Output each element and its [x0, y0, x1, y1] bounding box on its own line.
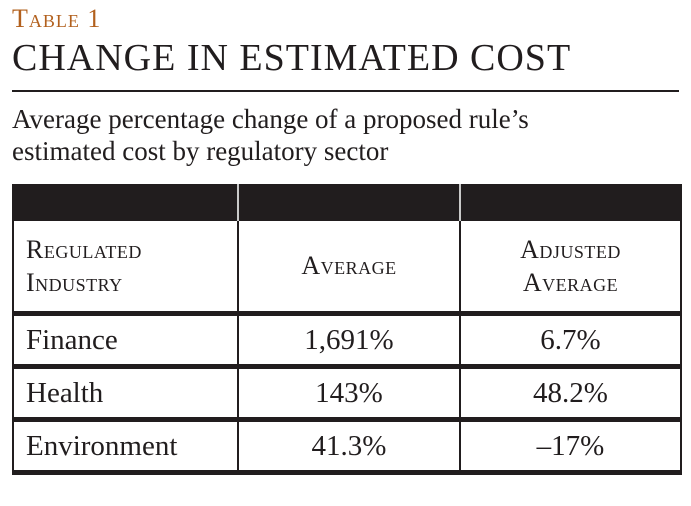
table-row-health: Health 143% 48.2%: [12, 366, 682, 423]
band-cell: [459, 184, 682, 222]
table-row-environment: Environment 41.3% –17%: [12, 419, 682, 476]
column-header-label: Regulated Industry: [26, 234, 142, 298]
column-header-regulated-industry: Regulated Industry: [12, 221, 239, 317]
industry-cell: Finance: [12, 313, 239, 370]
header-row: Regulated Industry Average Adjusted Aver…: [12, 221, 682, 317]
band-row: [12, 184, 682, 222]
page: Table 1 CHANGE IN ESTIMATED COST Average…: [12, 4, 682, 476]
industry-cell: Environment: [12, 419, 239, 476]
average-cell: 1,691%: [237, 313, 461, 370]
adjusted-average-cell: 48.2%: [459, 366, 682, 423]
table-caption: Average percentage change of a proposed …: [12, 103, 529, 166]
table-number-label: Table 1: [12, 4, 102, 33]
column-header-adjusted-average: Adjusted Average: [459, 221, 682, 317]
title-rule: [12, 89, 679, 92]
table-row-finance: Finance 1,691% 6.7%: [12, 313, 682, 370]
column-header-average: Average: [237, 221, 461, 317]
cost-table: Regulated Industry Average Adjusted Aver…: [12, 184, 682, 476]
band-cell: [237, 184, 461, 222]
industry-cell: Health: [12, 366, 239, 423]
adjusted-average-cell: –17%: [459, 419, 682, 476]
column-header-label: Average: [301, 251, 397, 281]
column-header-label: Adjusted Average: [520, 234, 621, 298]
average-cell: 41.3%: [237, 419, 461, 476]
average-cell: 143%: [237, 366, 461, 423]
table-title: CHANGE IN ESTIMATED COST: [12, 36, 572, 79]
adjusted-average-cell: 6.7%: [459, 313, 682, 370]
band-cell: [12, 184, 239, 222]
